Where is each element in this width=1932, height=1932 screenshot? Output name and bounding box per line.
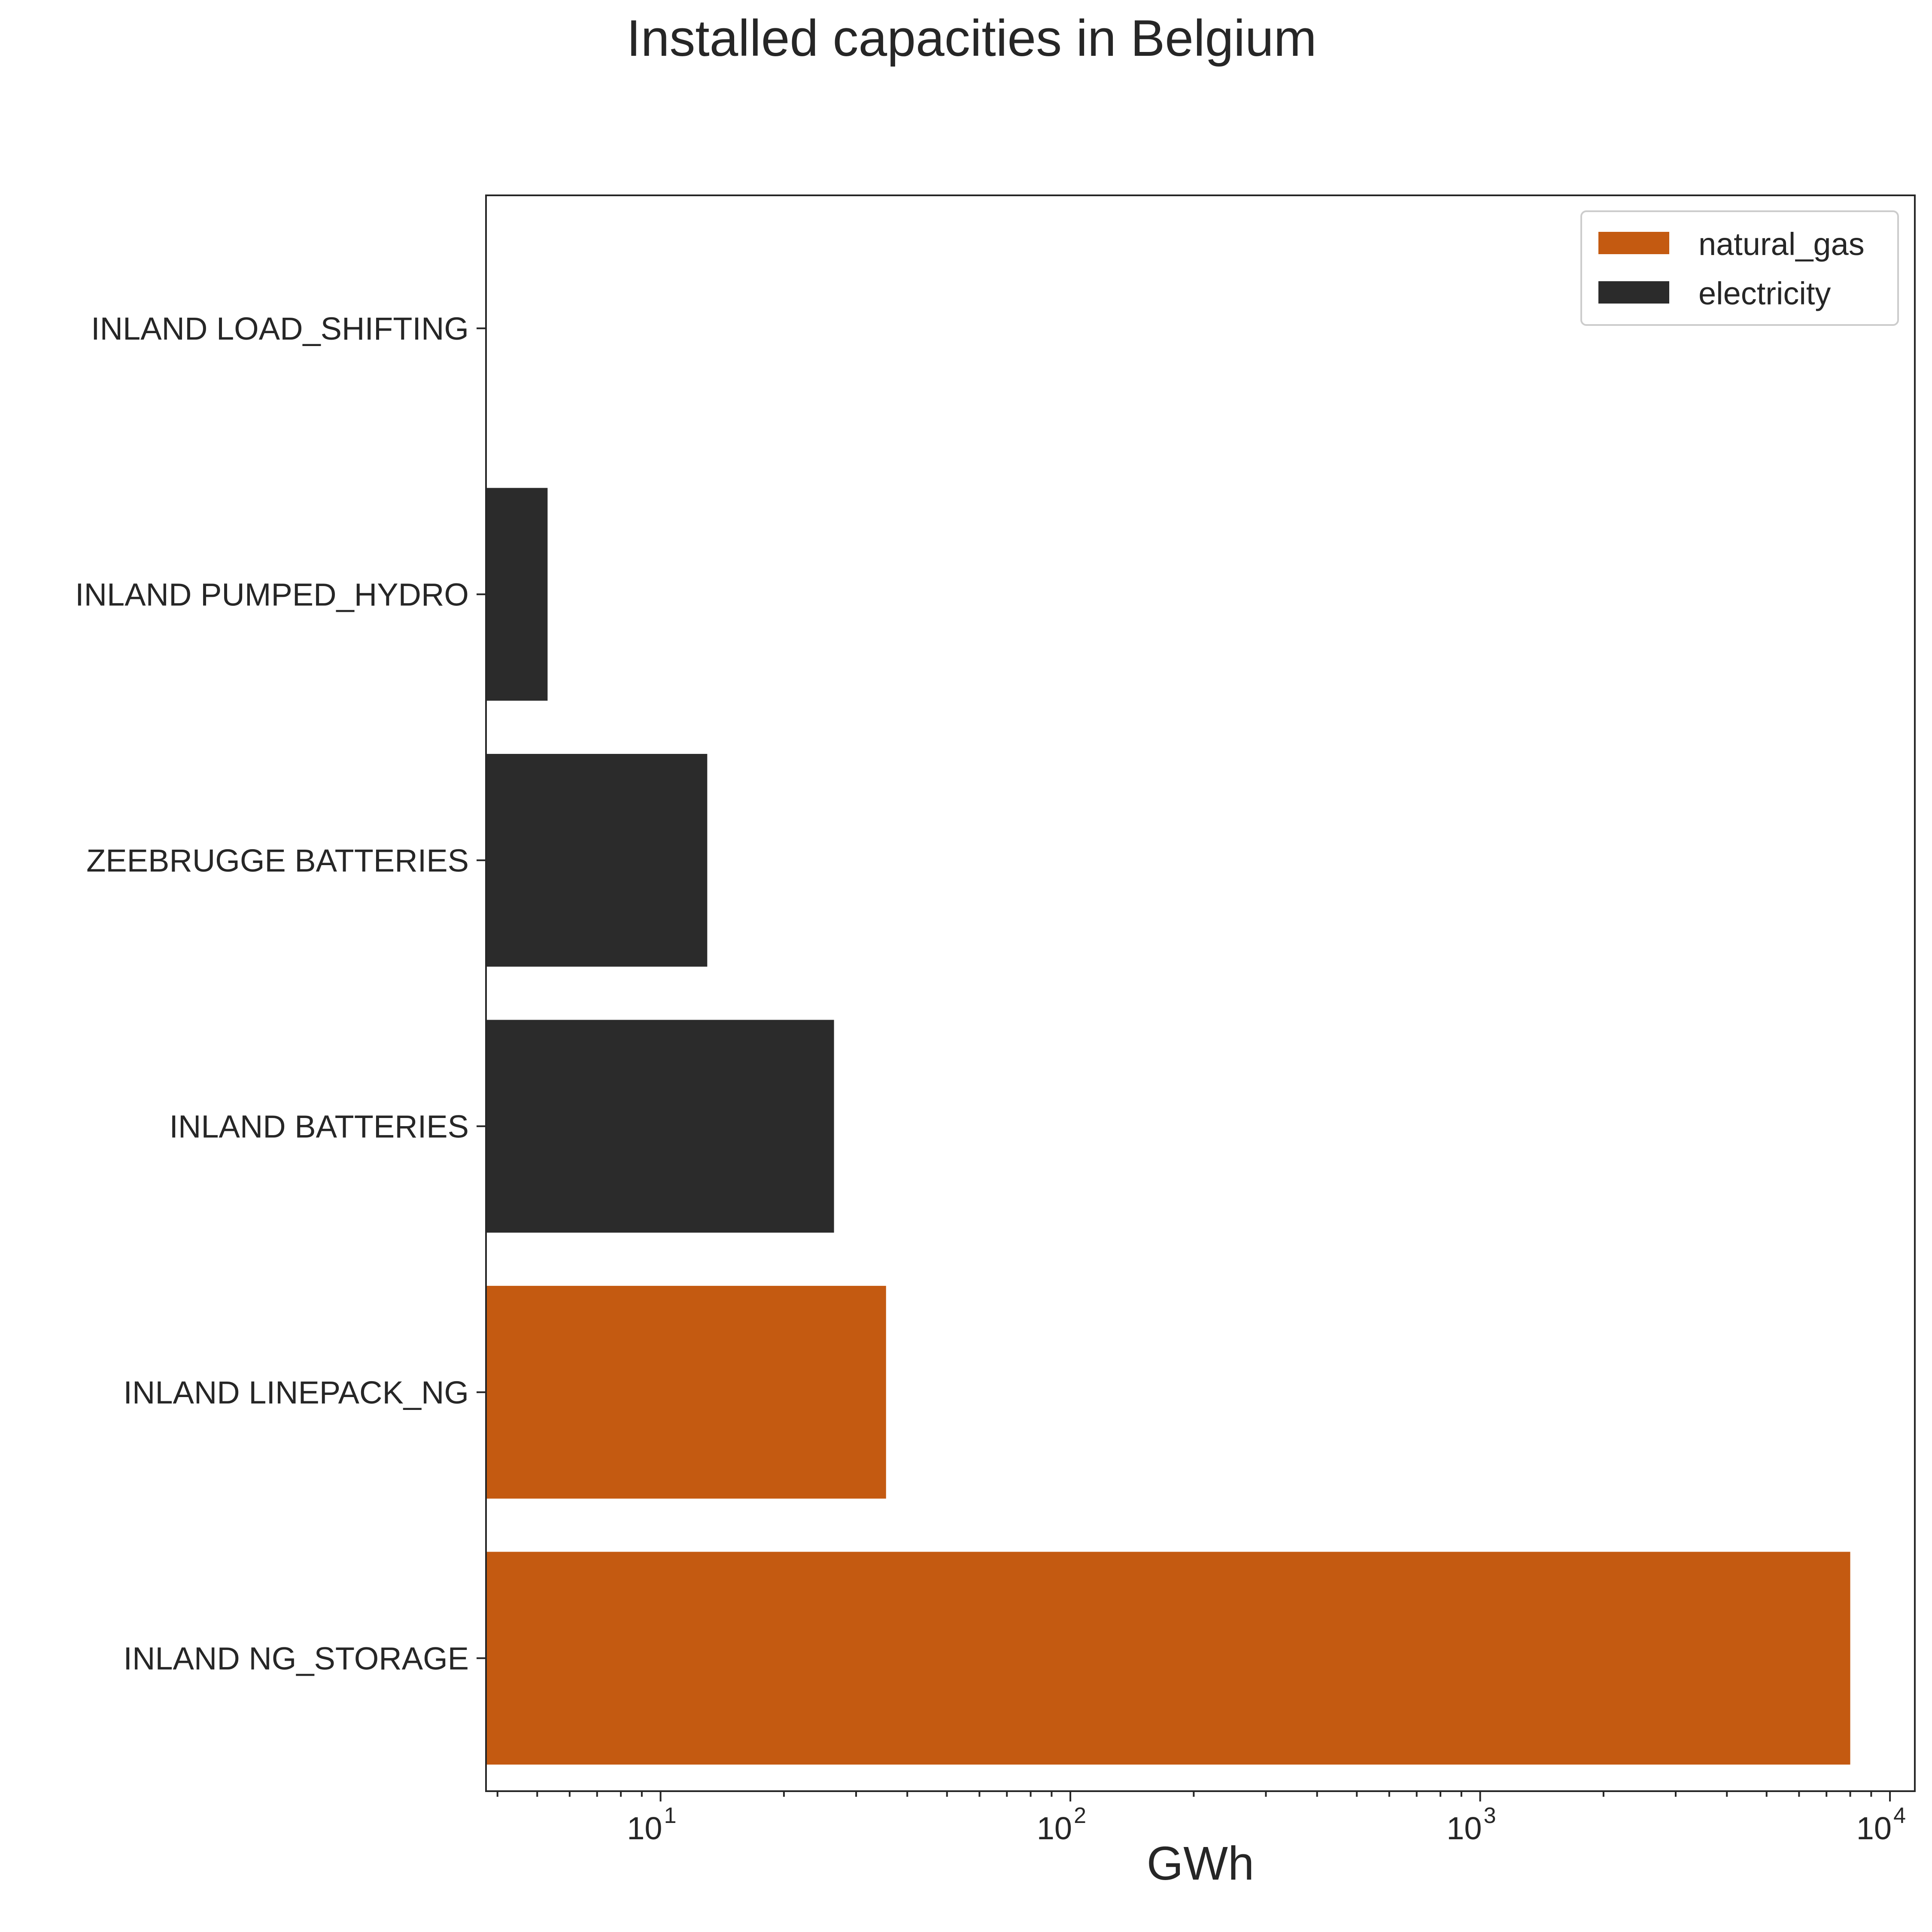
bar-zeebrugge-batteries [486,753,708,967]
bar-inland-ng-storage [486,1552,1850,1765]
y-tick-label: INLAND BATTERIES [169,1109,469,1144]
y-axis: INLAND LOAD_SHIFTING INLAND PUMPED_HYDRO Z… [75,311,486,1676]
plot-frame [485,194,1916,1792]
x-tick-label-exponent: 1 [664,1803,677,1828]
x-axis-label: GWh [1147,1837,1255,1890]
y-tick-label: INLAND NG_STORAGE [123,1640,469,1676]
x-tick-label: 10 3 [1446,1803,1496,1846]
y-tick-label: ZEEBRUGGE BATTERIES [86,843,469,878]
legend-swatch-electricity [1598,281,1669,304]
x-tick-label-base: 10 [1856,1810,1892,1846]
legend: natural_gas electricity [1580,210,1899,326]
x-axis: 10 1 10 2 10 3 10 4 [496,1791,1906,1846]
x-tick-label: 10 4 [1856,1803,1906,1846]
legend-label-electricity: electricity [1698,276,1831,311]
bars [486,488,1850,1765]
x-tick-label: 10 2 [1037,1803,1086,1846]
x-tick-label-base: 10 [1446,1810,1482,1846]
legend-label-natural-gas: natural_gas [1698,226,1865,262]
x-tick-label-exponent: 4 [1893,1803,1906,1828]
y-tick-label: INLAND LINEPACK_NG [123,1375,469,1410]
bar-inland-pumped-hydro [486,488,548,701]
x-tick-label-base: 10 [627,1810,662,1846]
x-tick-label-exponent: 3 [1484,1803,1496,1828]
x-tick-label-exponent: 2 [1074,1803,1086,1828]
x-tick-label-base: 10 [1037,1810,1072,1846]
bar-inland-linepack-ng [486,1285,886,1499]
bar-inland-batteries [486,1020,834,1233]
y-tick-label: INLAND LOAD_SHIFTING [91,311,469,346]
x-tick-label: 10 1 [627,1803,676,1846]
chart-title: Installed capacities in Belgium [626,9,1317,67]
y-tick-label: INLAND PUMPED_HYDRO [75,577,469,612]
legend-swatch-natural-gas [1598,232,1669,254]
